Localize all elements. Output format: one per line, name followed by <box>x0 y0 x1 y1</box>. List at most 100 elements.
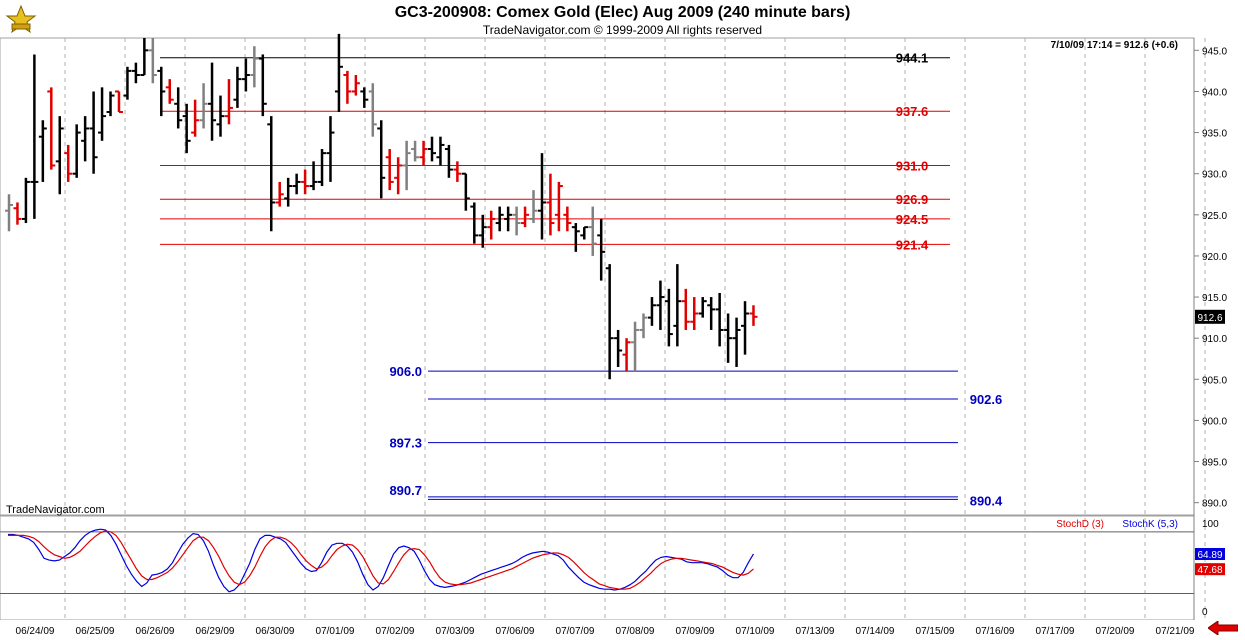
price-bar <box>639 313 648 339</box>
price-bar <box>64 144 73 182</box>
price-bar <box>13 202 22 225</box>
x-tick-label: 07/06/09 <box>496 626 535 637</box>
x-tick-label: 07/21/09 <box>1156 626 1195 637</box>
price-bar <box>148 38 157 84</box>
price-bar <box>182 103 191 154</box>
y-tick-label: 925.0 <box>1202 211 1227 222</box>
price-bar <box>546 173 555 236</box>
price-bar <box>571 223 580 252</box>
level-label: 921.4 <box>896 237 929 252</box>
price-bar <box>563 206 572 232</box>
price-bar <box>715 292 724 347</box>
price-bar <box>72 124 81 178</box>
price-bar <box>292 173 301 195</box>
price-bar <box>461 172 470 211</box>
price-bar <box>351 75 360 96</box>
x-tick-label: 07/10/09 <box>736 626 775 637</box>
x-tick-label: 07/14/09 <box>856 626 895 637</box>
price-bar <box>275 181 284 207</box>
price-bar <box>495 206 504 232</box>
price-bar <box>224 79 233 125</box>
price-bar <box>258 54 267 117</box>
level-label: 902.6 <box>970 392 1003 407</box>
x-tick-label: 06/29/09 <box>196 626 235 637</box>
price-bar <box>241 58 250 92</box>
price-bar <box>216 95 225 137</box>
price-bar <box>512 206 521 236</box>
price-bar <box>453 161 462 182</box>
price-bar <box>5 194 13 232</box>
price-bar <box>131 62 140 84</box>
last-update-label: 7/10/09 17:14 = 912.6 (+0.6) <box>1051 40 1178 51</box>
y-tick-label: 930.0 <box>1202 170 1227 181</box>
x-tick-label: 07/15/09 <box>916 626 955 637</box>
price-bar <box>681 288 690 330</box>
x-tick-label: 06/24/09 <box>16 626 55 637</box>
level-label: 897.3 <box>389 436 422 451</box>
price-bar <box>21 177 30 224</box>
last-price-label: 912.6 <box>1197 313 1222 324</box>
price-bar <box>191 99 200 137</box>
x-tick-label: 07/01/09 <box>316 626 355 637</box>
price-bar <box>267 116 276 232</box>
stoch-k-line <box>8 528 755 593</box>
price-bar <box>106 91 115 117</box>
price-bar <box>470 202 479 244</box>
level-label: 944.1 <box>896 51 929 66</box>
price-bar <box>529 190 538 224</box>
price-bar <box>698 297 707 318</box>
y-tick-label: 940.0 <box>1202 87 1227 98</box>
price-bar <box>444 144 453 178</box>
price-bar <box>157 66 166 117</box>
price-bar <box>622 338 631 372</box>
price-bar <box>411 140 420 162</box>
price-bar <box>478 214 487 248</box>
y-tick-label: 890.0 <box>1202 499 1227 510</box>
x-tick-label: 07/02/09 <box>376 626 415 637</box>
price-bar <box>605 264 614 380</box>
legend-stoch-k: StochK (5,3) <box>1122 519 1178 530</box>
y-tick-label: 895.0 <box>1202 458 1227 469</box>
x-tick-label: 07/16/09 <box>976 626 1015 637</box>
price-bar <box>419 140 428 166</box>
x-tick-label: 06/25/09 <box>76 626 115 637</box>
level-label: 890.7 <box>389 483 422 498</box>
y-tick-label: 920.0 <box>1202 252 1227 263</box>
price-bar <box>402 140 411 191</box>
y-tick-label: 905.0 <box>1202 375 1227 386</box>
stoch-k-tag <box>1195 547 1225 560</box>
price-bar <box>664 288 673 347</box>
red-left-arrow-icon[interactable] <box>1207 620 1239 636</box>
price-bar <box>199 83 208 129</box>
y-tick-label: 935.0 <box>1202 129 1227 140</box>
price-bar <box>123 66 132 100</box>
price-bar <box>656 280 665 330</box>
y-tick-label: 900.0 <box>1202 416 1227 427</box>
price-bar <box>309 161 318 191</box>
price-bar <box>537 153 546 240</box>
stoch-d-tag <box>1195 563 1225 576</box>
stoch-y-tick-label: 100 <box>1202 519 1219 530</box>
price-bar <box>334 33 343 113</box>
legend-stoch-d: StochD (3) <box>1056 519 1104 530</box>
price-bar <box>631 321 640 372</box>
last-price-tag <box>1195 309 1225 324</box>
x-tick-label: 07/09/09 <box>676 626 715 637</box>
price-bar <box>521 206 530 228</box>
stoch-pane <box>0 515 1195 621</box>
level-label: 926.9 <box>896 192 929 207</box>
price-bar <box>588 206 597 256</box>
price-bar <box>140 38 149 77</box>
level-label: 890.4 <box>970 493 1003 508</box>
stoch-y-tick-label: 0 <box>1202 607 1208 618</box>
price-bar <box>360 87 369 108</box>
price-bar <box>749 305 758 326</box>
x-tick-label: 06/26/09 <box>136 626 175 637</box>
copyright-subtitle: TradeNavigator.com © 1999-2009 All right… <box>482 23 763 37</box>
price-bar <box>284 177 293 207</box>
level-label: 937.6 <box>896 104 929 119</box>
price-bar <box>233 66 242 108</box>
price-bar <box>81 116 90 162</box>
x-tick-label: 07/08/09 <box>616 626 655 637</box>
